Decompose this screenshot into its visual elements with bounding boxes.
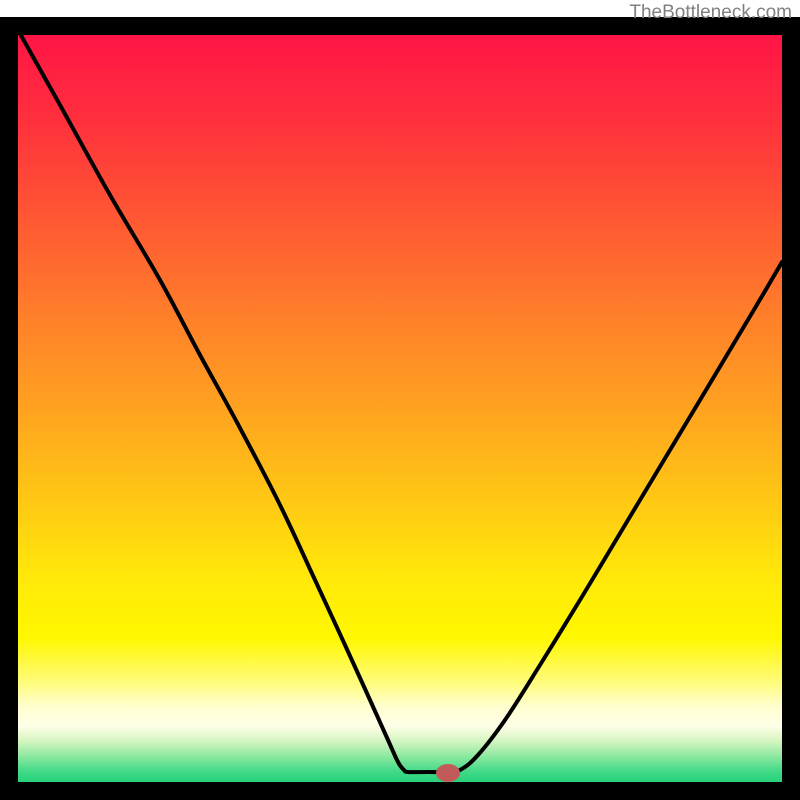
attribution-text: TheBottleneck.com — [629, 2, 792, 24]
chart-container: TheBottleneck.com — [0, 0, 800, 800]
bottleneck-chart — [0, 0, 800, 800]
chart-background — [9, 26, 791, 791]
optimal-point-marker — [436, 764, 460, 782]
